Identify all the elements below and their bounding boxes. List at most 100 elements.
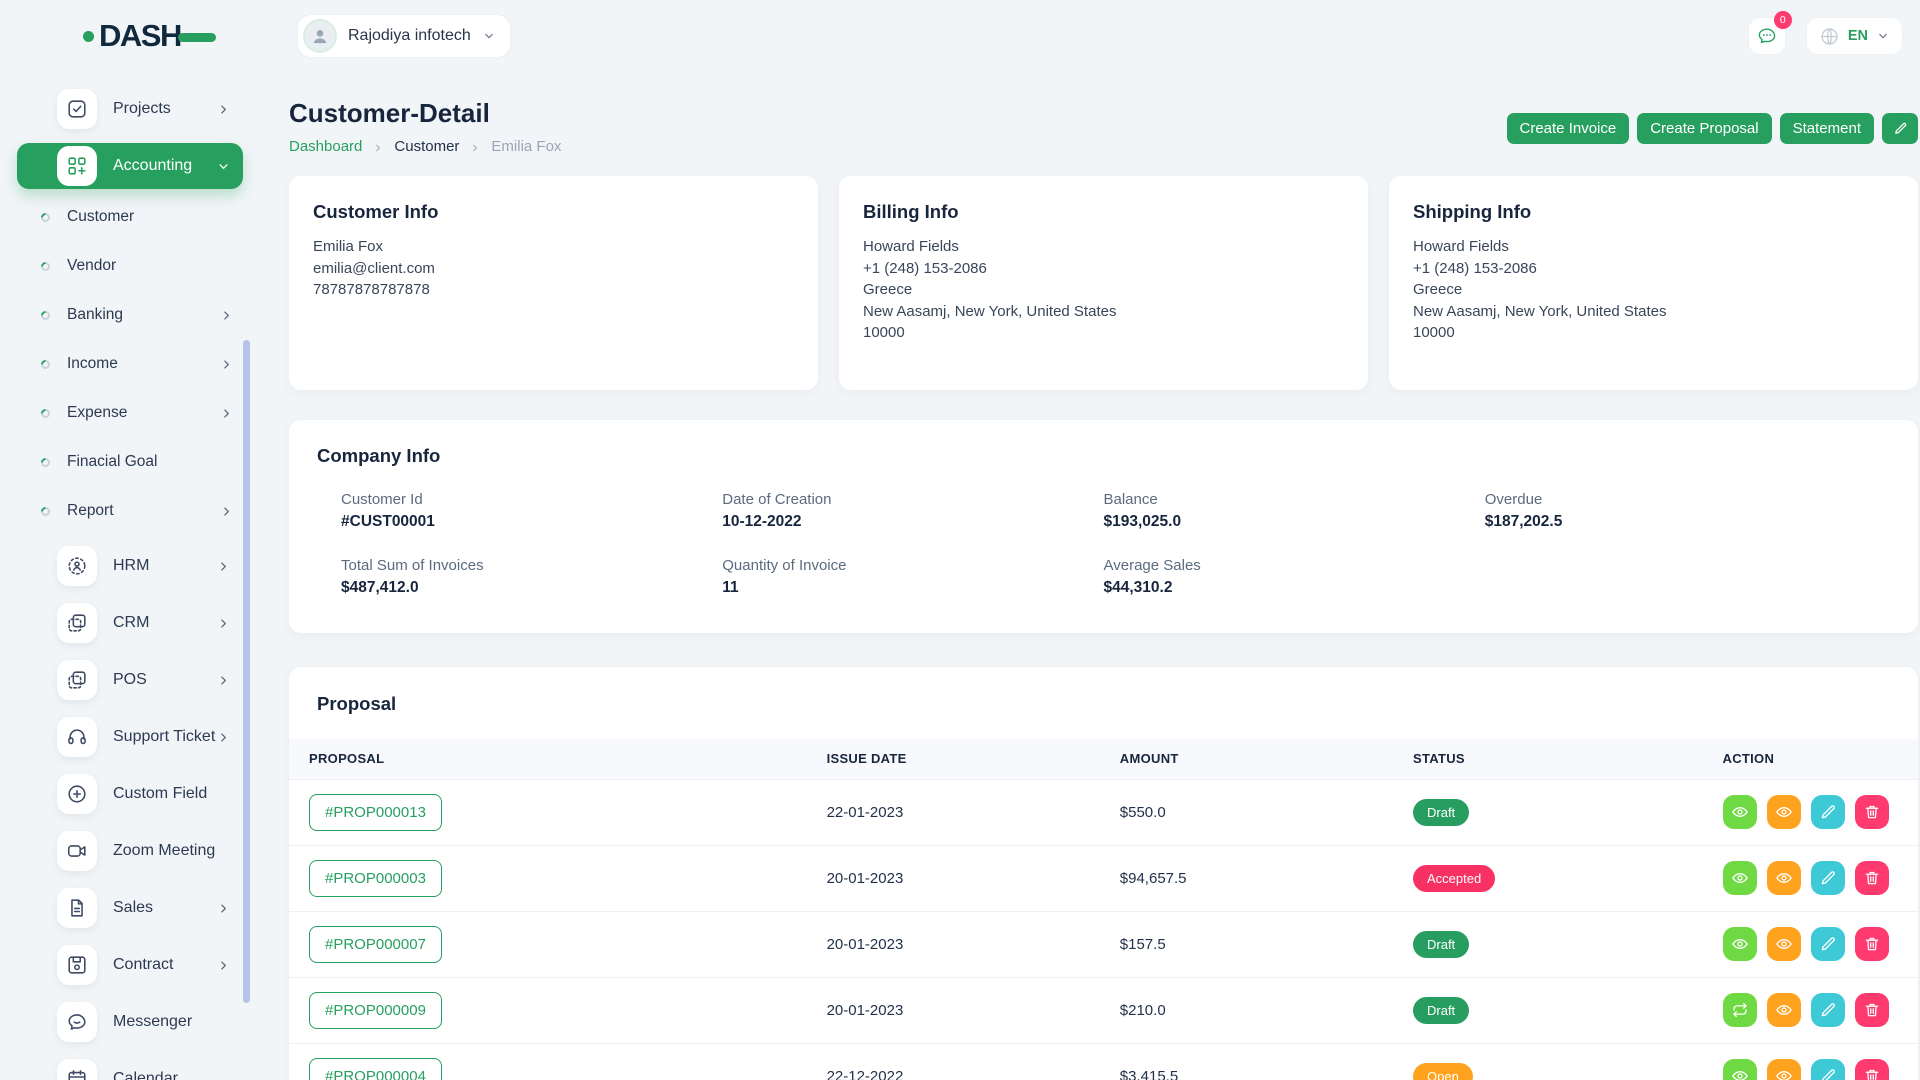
eye-icon [1775, 1004, 1792, 1016]
hrm-icon [68, 557, 86, 575]
page-title: Customer-Detail [289, 98, 490, 128]
trash-action-button[interactable] [1854, 993, 1889, 1027]
chevron-right-icon [224, 506, 229, 516]
info-line: Howard Fields [1413, 238, 1509, 255]
sidebar-item-vendor[interactable]: Vendor [39, 249, 234, 283]
checkbox-icon-box [57, 89, 97, 129]
breadcrumb-item[interactable]: Customer [394, 138, 460, 155]
messages-button[interactable]: 0 [1747, 11, 1792, 55]
sidebar-item-label: Messenger [113, 1013, 193, 1030]
sidebar-item-label: Projects [113, 100, 171, 117]
chat-bubble-icon-box [57, 1002, 97, 1042]
sidebar-item-hrm[interactable]: HRM [17, 543, 243, 589]
chat-dots-icon [1758, 28, 1776, 44]
statement-button[interactable]: Statement [1779, 113, 1874, 144]
proposal-link[interactable]: #PROP000004 [309, 1057, 442, 1080]
row-actions [1722, 861, 1919, 895]
sidebar-item-support-ticket[interactable]: Support Ticket [17, 714, 243, 760]
sidebar-item-contract[interactable]: Contract [17, 942, 243, 988]
trash-action-button[interactable] [1854, 1059, 1889, 1080]
pencil-action-button[interactable] [1810, 927, 1845, 961]
sidebar-item-finacial-goal[interactable]: Finacial Goal [39, 445, 234, 479]
eye-action-button[interactable] [1722, 927, 1757, 961]
create-invoice-button[interactable]: Create Invoice [1506, 113, 1630, 144]
company-info-fields: Customer Id #CUST00001 Date of Creation 10-… [317, 491, 1890, 597]
document-icon [71, 899, 83, 917]
issue-date-cell: 20-01-2023 [826, 1001, 904, 1019]
sidebar-item-accounting[interactable]: Accounting [17, 143, 243, 189]
sidebar-item-crm[interactable]: CRM [17, 600, 243, 646]
sidebar-nav: Projects Accounting Customer Vendor Banking I… [0, 86, 252, 1080]
sidebar-item-label: Support Ticket [113, 728, 216, 745]
sidebar-item-label: Zoom Meeting [113, 842, 216, 859]
sidebar-item-sales[interactable]: Sales [17, 885, 243, 931]
billing-info-card: Billing Info Howard Fields +1 (248) 153-2… [839, 176, 1368, 390]
sidebar-scrollbar[interactable] [243, 340, 250, 1003]
workspace-selector[interactable]: Rajodiya infotech [297, 14, 511, 58]
chevron-right-icon [473, 144, 478, 151]
eye-action-button[interactable] [1766, 927, 1801, 961]
language-selector[interactable]: EN [1805, 17, 1903, 55]
eye-icon [1731, 806, 1748, 818]
chevron-down-icon [484, 33, 493, 39]
breadcrumb-item[interactable]: Dashboard [289, 138, 363, 155]
proposal-link[interactable]: #PROP000009 [309, 991, 442, 1029]
sidebar-item-pos[interactable]: POS [17, 657, 243, 703]
info-line: emilia@client.com [313, 259, 435, 277]
sidebar-item-messenger[interactable]: Messenger [17, 999, 243, 1045]
repeat-action-button[interactable] [1722, 993, 1757, 1027]
eye-action-button[interactable] [1766, 1059, 1801, 1080]
bullet-icon [39, 357, 52, 371]
sidebar-item-projects[interactable]: Projects [17, 86, 243, 132]
card-title: Shipping Info [1413, 201, 1532, 222]
info-line: +1 (248) 153-2086 [863, 259, 987, 277]
amount-cell: $157.5 [1119, 935, 1166, 953]
info-line: Howard Fields [863, 238, 959, 255]
eye-action-button[interactable] [1722, 1059, 1757, 1080]
eye-action-button[interactable] [1722, 795, 1757, 829]
create-proposal-button[interactable]: Create Proposal [1637, 113, 1772, 144]
field-label: Date of Creation [722, 491, 832, 508]
eye-action-button[interactable] [1766, 993, 1801, 1027]
pos-icon [68, 671, 86, 689]
sidebar-item-custom-field[interactable]: Custom Field [17, 771, 243, 817]
pencil-action-button[interactable] [1810, 861, 1845, 895]
eye-action-button[interactable] [1722, 861, 1757, 895]
field-label: Overdue [1484, 491, 1543, 508]
pencil-action-button[interactable] [1810, 993, 1845, 1027]
trash-icon [1865, 805, 1878, 819]
pencil-action-button[interactable] [1810, 795, 1845, 829]
chevron-right-icon [376, 144, 381, 151]
chevron-down-icon [1879, 33, 1887, 39]
proposal-link[interactable]: #PROP000003 [309, 859, 442, 897]
circle-plus-icon-box [57, 774, 97, 814]
issue-date-cell: 20-01-2023 [826, 935, 904, 953]
proposal-title: Proposal [317, 693, 397, 714]
edit-customer-button[interactable] [1882, 113, 1918, 144]
sidebar-item-banking[interactable]: Banking [39, 298, 234, 332]
proposal-link[interactable]: #PROP000007 [309, 925, 442, 963]
chevron-right-icon [224, 310, 229, 320]
eye-action-button[interactable] [1766, 861, 1801, 895]
sidebar-item-label: Calendar [113, 1070, 178, 1080]
sidebar-item-customer[interactable]: Customer [39, 200, 234, 234]
sidebar-item-expense[interactable]: Expense [39, 396, 234, 430]
eye-action-button[interactable] [1766, 795, 1801, 829]
pencil-icon [1894, 122, 1906, 134]
trash-action-button[interactable] [1854, 861, 1889, 895]
sidebar-item-calendar[interactable]: Calendar [17, 1056, 243, 1080]
sidebar-item-zoom-meeting[interactable]: Zoom Meeting [17, 828, 243, 874]
card-lines: Emilia Fox emilia@client.com 7878787878787… [313, 236, 794, 301]
chevron-right-icon [221, 104, 226, 114]
proposal-link[interactable]: #PROP000013 [309, 793, 442, 831]
sidebar: Projects Accounting Customer Vendor Banking I… [0, 72, 252, 1080]
eye-icon [1731, 872, 1748, 884]
sidebar-item-report[interactable]: Report [39, 494, 234, 528]
pencil-action-button[interactable] [1810, 1059, 1845, 1080]
trash-action-button[interactable] [1854, 927, 1889, 961]
globe-icon [1819, 26, 1840, 47]
row-actions [1722, 1059, 1919, 1080]
row-actions [1722, 993, 1919, 1027]
sidebar-item-income[interactable]: Income [39, 347, 234, 381]
trash-action-button[interactable] [1854, 795, 1889, 829]
